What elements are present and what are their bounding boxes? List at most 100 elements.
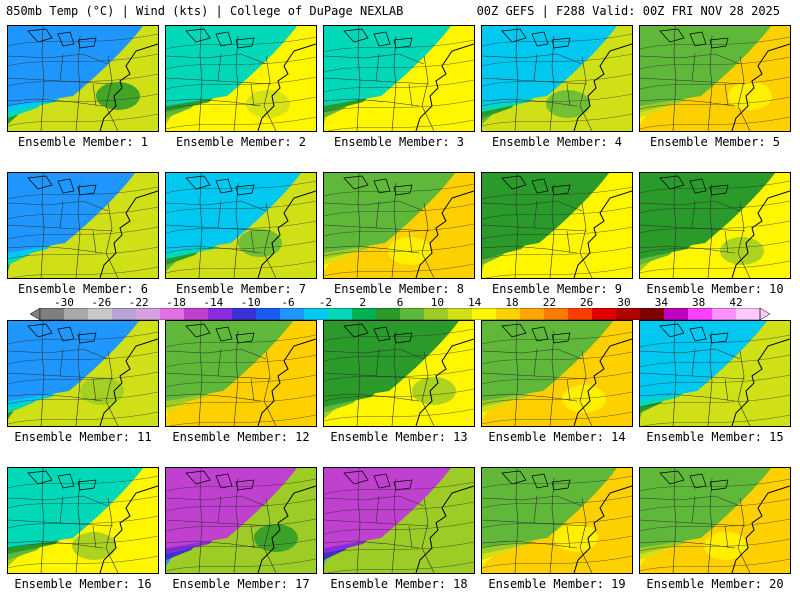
temperature-band	[8, 26, 143, 106]
wind-streamline	[166, 96, 316, 110]
state-border	[737, 202, 751, 278]
wind-streamline	[166, 334, 316, 348]
member-caption: Ensemble Member: 18	[330, 577, 468, 591]
temperature-blob	[230, 385, 274, 413]
great-lakes	[343, 175, 413, 196]
colorbar-swatch	[88, 308, 113, 320]
colorbar-tick-label: -18	[166, 296, 186, 309]
colorbar-swatch	[328, 308, 353, 320]
temperature-blob	[396, 82, 440, 110]
colorbar-swatch	[712, 308, 737, 320]
state-border	[233, 330, 239, 426]
coastline	[415, 485, 474, 573]
wind-streamline	[324, 39, 474, 53]
wind-streamline	[482, 555, 632, 569]
temperature-band	[166, 173, 301, 253]
temperature-field	[482, 321, 632, 426]
wind-streamline	[166, 220, 316, 234]
wind-streamline	[482, 351, 632, 365]
ensemble-member-map	[323, 25, 475, 132]
temperature-field	[324, 26, 474, 131]
member-caption: Ensemble Member: 6	[17, 282, 149, 296]
state-border	[324, 540, 420, 549]
temperature-band	[640, 321, 767, 401]
wind-streamline	[8, 391, 158, 405]
wind-streamline	[327, 119, 474, 131]
member-caption: Ensemble Member: 2	[175, 135, 307, 149]
wind-streamline	[8, 93, 158, 107]
wind-streamline	[8, 246, 158, 260]
wind-streamline	[8, 495, 158, 509]
state-border	[375, 348, 413, 402]
great-lakes	[659, 323, 729, 344]
wind-streamline	[640, 180, 790, 194]
wind-streamline	[169, 414, 316, 426]
temperature-field	[166, 26, 316, 131]
state-border	[217, 495, 255, 549]
colorbar-tick-label: 42	[729, 296, 743, 309]
wind-streamline	[166, 76, 316, 90]
ensemble-member-map	[639, 320, 791, 427]
colorbar-tick-label: 26	[580, 296, 594, 309]
wind-streamline	[8, 411, 158, 425]
colorbar-swatch	[256, 308, 281, 320]
state-border	[707, 477, 713, 573]
temperature-blob	[238, 229, 282, 257]
wind-streamline	[640, 334, 790, 348]
temperature-band	[482, 26, 617, 106]
wind-streamline	[8, 33, 158, 47]
wind-streamline	[166, 260, 316, 274]
state-border	[482, 53, 583, 65]
state-border	[233, 35, 239, 131]
state-border	[8, 77, 114, 85]
temperature-band	[166, 26, 297, 106]
wind-streamline	[640, 116, 790, 130]
colorbar-swatch	[136, 308, 161, 320]
colorbar-max-arrow	[759, 308, 770, 320]
state-border	[324, 200, 425, 212]
state-border	[166, 540, 262, 549]
wind-streamline	[8, 475, 158, 489]
state-border	[549, 182, 555, 278]
wind-streamline	[482, 53, 632, 67]
wind-streamline	[324, 368, 474, 382]
wind-streamline	[640, 558, 790, 572]
state-border	[640, 245, 736, 254]
state-border	[421, 202, 435, 278]
temperature-field	[482, 26, 632, 131]
member-caption: Ensemble Member: 10	[646, 282, 784, 296]
wind-streamline	[166, 478, 316, 492]
colorbar-tick-label: -2	[318, 296, 332, 309]
state-border	[263, 497, 277, 573]
wind-streamline	[482, 535, 632, 549]
ensemble-member-map	[323, 320, 475, 427]
temperature-band	[640, 26, 771, 106]
state-border	[105, 202, 119, 278]
temperature-blob	[562, 385, 606, 413]
wind-streamline	[8, 515, 158, 529]
ensemble-member-map	[7, 25, 159, 132]
state-border	[707, 330, 713, 426]
member-caption: Ensemble Member: 9	[491, 282, 623, 296]
product-title: 850mb Temp (°C) | Wind (kts) | College o…	[6, 4, 404, 18]
wind-streamline	[166, 558, 316, 572]
temperature-field	[324, 173, 474, 278]
great-lakes	[659, 470, 729, 491]
wind-streamline	[166, 240, 316, 254]
ensemble-member-map	[165, 320, 317, 427]
colorbar-swatch	[664, 308, 689, 320]
temperature-band	[166, 321, 293, 401]
wind-streamline	[324, 79, 474, 93]
wind-streamline	[11, 266, 158, 278]
colorbar-swatch	[640, 308, 665, 320]
member-caption: Ensemble Member: 1	[17, 135, 149, 149]
state-border	[640, 200, 741, 212]
temperature-blob	[546, 90, 590, 118]
state-border	[8, 393, 104, 402]
colorbar-swatch	[400, 308, 425, 320]
wind-streamline	[8, 226, 158, 240]
member-caption: Ensemble Member: 12	[172, 430, 310, 444]
wind-streamline	[324, 501, 474, 515]
state-border	[482, 224, 588, 232]
colorbar-tick-label: 30	[617, 296, 631, 309]
